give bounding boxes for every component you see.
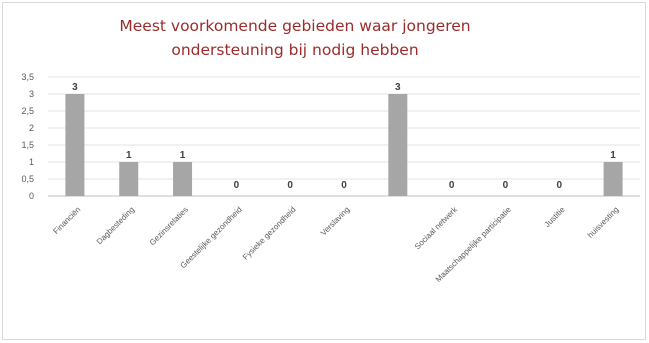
bar [603, 162, 623, 196]
data-label: 0 [341, 180, 347, 191]
x-tick-label: Dagbesteding [95, 205, 136, 246]
x-tick-label: Fysieke gezondheid [241, 205, 298, 262]
chart-frame [2, 2, 646, 340]
y-tick-label: 0 [29, 191, 34, 201]
bar [388, 94, 408, 196]
bar [65, 94, 85, 196]
x-tick-label: huisvesting [586, 205, 621, 240]
y-tick-label: 2,5 [21, 106, 34, 116]
x-tick-label: Financiën [51, 205, 82, 236]
y-tick-label: 2 [29, 123, 34, 133]
y-tick-label: 1,5 [21, 140, 34, 150]
y-tick-label: 1 [29, 157, 34, 167]
data-label: 0 [503, 180, 509, 191]
y-tick-label: 0,5 [21, 174, 34, 184]
y-tick-label: 3 [29, 89, 34, 99]
bar [119, 162, 139, 196]
chart-title-line-1: Meest voorkomende gebieden waar jongeren [119, 17, 471, 35]
data-label: 0 [234, 180, 240, 191]
x-tick-label: Verslaving [319, 205, 351, 237]
data-label: 3 [72, 82, 78, 93]
data-label: 1 [180, 150, 186, 161]
x-tick-label: Sociaal netwerk [413, 204, 460, 251]
bar [173, 162, 193, 196]
chart-title: Meest voorkomende gebieden waar jongeren… [60, 14, 530, 62]
x-tick-label: Justitie [543, 205, 567, 229]
data-label: 1 [126, 150, 132, 161]
data-label: 0 [556, 180, 562, 191]
data-label: 0 [287, 180, 293, 191]
data-label: 3 [395, 82, 401, 93]
x-tick-label: Gezinsrelaties [148, 205, 190, 247]
x-tick-label: Geestelijke gezondheid [179, 205, 244, 270]
y-tick-label: 3,5 [21, 72, 34, 82]
data-label: 0 [449, 180, 455, 191]
chart-title-line-2: ondersteuning bij nodig hebben [171, 41, 419, 59]
data-label: 1 [610, 150, 616, 161]
